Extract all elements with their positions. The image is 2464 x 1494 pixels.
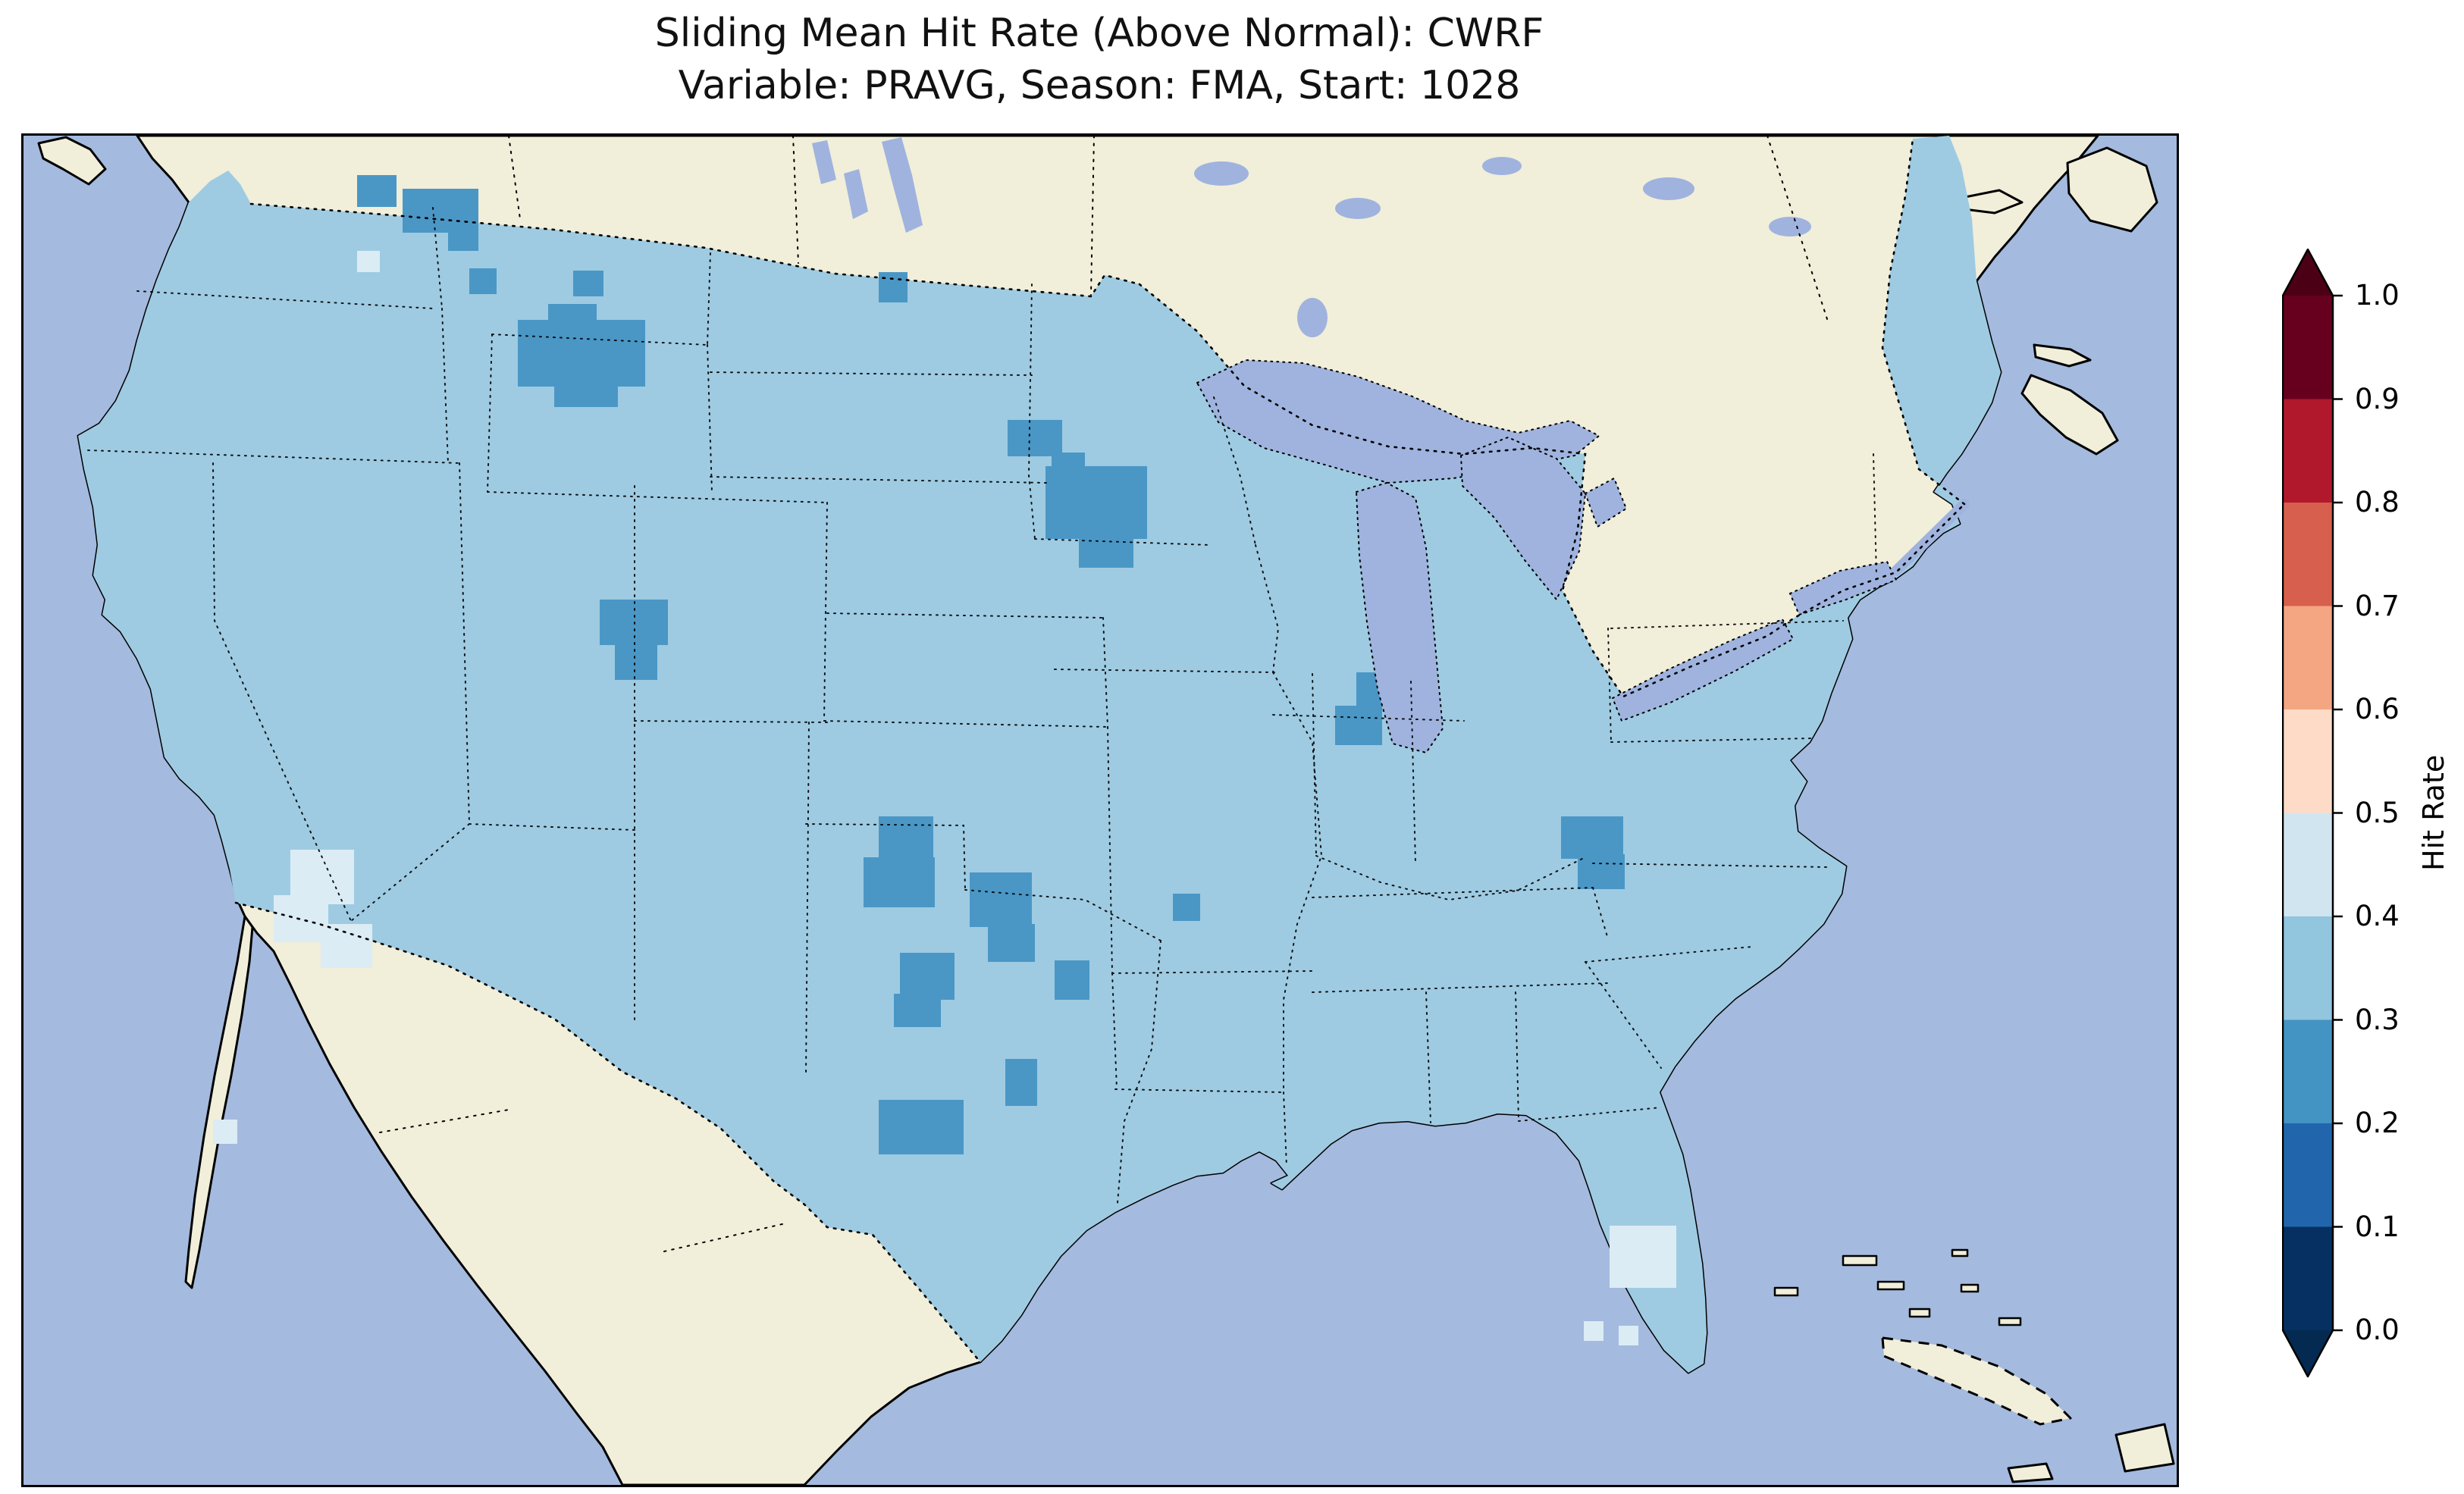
low-patch-south-carolina [1561, 816, 1623, 859]
colorbar-tick-label: 0.0 [2355, 1314, 2400, 1346]
colorbar-svg [2281, 248, 2343, 1378]
high-patch-arizona [321, 924, 372, 968]
canadian-lakes [812, 137, 1811, 337]
map-svg [24, 136, 2177, 1485]
low-hitrate-patches [357, 175, 1625, 1154]
colorbar-segment [2283, 296, 2333, 400]
colorbar-segment [2283, 1019, 2333, 1124]
high-patch-small [213, 1120, 237, 1144]
colorbar-segment [2283, 606, 2333, 710]
low-patch-north-dakota [879, 272, 908, 302]
prince-edward-island [2033, 343, 2092, 368]
figure-title-line2: Variable: PRAVG, Season: FMA, Start: 102… [678, 62, 1521, 108]
low-patch-south-carolina [1578, 854, 1625, 889]
nova-scotia [2020, 374, 2119, 456]
us-canada-border-east [1881, 137, 1966, 506]
colorbar-tick-label: 0.5 [2355, 796, 2400, 829]
colorbar-segment [2283, 813, 2333, 917]
vancouver-island [37, 136, 107, 186]
country-borders [234, 136, 1966, 1364]
low-patch-indiana [1335, 706, 1382, 745]
colorbar-tick-label: 0.9 [2355, 382, 2400, 415]
mexico-state-borders [379, 1109, 786, 1252]
low-patch-north-texas [894, 994, 941, 1027]
lake-manitoba [844, 169, 868, 219]
low-patch-east-oklahoma [970, 872, 1032, 927]
state-borders [87, 207, 1877, 1204]
canada-province-borders [508, 136, 1829, 322]
low-patch-nw-montana [448, 227, 478, 251]
high-patch-small [357, 251, 380, 272]
low-patch-minnesota-wisconsin [1045, 466, 1147, 539]
low-patch-east-oklahoma [988, 924, 1035, 962]
low-patch-north-texas [900, 953, 955, 1000]
map-axes [21, 133, 2179, 1487]
newfoundland [2066, 146, 2158, 233]
colorbar-segment [2283, 709, 2333, 814]
low-patch-kansas-oklahoma [864, 857, 935, 907]
us-canada-border [249, 202, 1141, 298]
colorbar-tick-label: 1.0 [2355, 279, 2400, 312]
low-patch-north-montana [573, 271, 603, 296]
high-patch-arizona [274, 895, 328, 942]
low-patch-ne-texas [1055, 960, 1089, 1000]
colorbar-tick-label: 0.8 [2355, 486, 2400, 518]
low-patch-central-texas [1005, 1059, 1037, 1106]
colorbar-segment [2283, 503, 2333, 607]
colorbar-tick-label: 0.2 [2355, 1107, 2400, 1139]
colorbar-tick-label: 0.3 [2355, 1003, 2400, 1036]
colorbar-tick-label: 0.4 [2355, 900, 2400, 932]
low-patch-minnesota [1008, 420, 1062, 456]
high-hitrate-patches [213, 251, 1676, 1345]
colorbar: 1.0 0.9 0.8 0.7 0.6 0.5 0.4 0.3 0.2 0.1 0.0 [2281, 248, 2456, 1401]
colorbar-segment [2283, 1226, 2333, 1331]
colorbar-tick-label: 0.7 [2355, 589, 2400, 622]
colorbar-tick-label: 0.1 [2355, 1210, 2400, 1243]
islands [37, 136, 2175, 1483]
figure-title-line1: Sliding Mean Hit Rate (Above Normal): CW… [654, 11, 1544, 56]
lake-nipigon [1297, 298, 1328, 337]
colorbar-tick-label: 0.6 [2355, 693, 2400, 725]
high-patch-south-florida [1619, 1326, 1638, 1345]
lakes [812, 137, 1970, 754]
baja-peninsula [184, 915, 254, 1289]
bahamas [1773, 1248, 2022, 1326]
jamaica [2007, 1462, 2054, 1483]
low-patch-central-montana [554, 384, 618, 407]
low-patch-central-montana [518, 320, 645, 387]
low-patch-nw-montana [403, 189, 478, 233]
low-patch-nw-montana [357, 175, 397, 207]
colorbar-segment [2283, 1123, 2333, 1228]
us-data-surface [78, 136, 2001, 1373]
high-patch-south-florida [1610, 1226, 1676, 1288]
lake-erie [1611, 618, 1795, 722]
colorbar-under-arrow [2283, 1330, 2333, 1377]
lake-huron [1459, 436, 1587, 601]
georgian-bay [1584, 477, 1628, 528]
low-patch-sw-texas [879, 1100, 964, 1154]
low-patch-idaho-montana [469, 268, 497, 294]
lake-michigan [1355, 481, 1444, 754]
low-patch-central-montana [548, 304, 597, 322]
colorbar-segment [2283, 916, 2333, 1021]
figure-title: Sliding Mean Hit Rate (Above Normal): CW… [23, 8, 2176, 111]
colorbar-segment [2283, 399, 2333, 503]
colorbar-over-arrow [2283, 249, 2333, 296]
hispaniola [2114, 1423, 2175, 1473]
low-patch-utah [615, 642, 657, 680]
low-patch-minnesota-wisconsin [1079, 536, 1133, 568]
st-lawrence-river [1891, 499, 1970, 576]
cuba [1881, 1336, 2072, 1426]
lake-winnipegosis [812, 140, 836, 184]
lake-winnipeg [882, 137, 923, 233]
colorbar-label: Hit Rate [2417, 754, 2450, 871]
low-patch-missouri [1173, 894, 1200, 921]
high-patch-south-florida [1584, 1321, 1603, 1341]
low-patch-kansas-oklahoma [879, 816, 933, 863]
us-mexico-border [234, 901, 982, 1364]
